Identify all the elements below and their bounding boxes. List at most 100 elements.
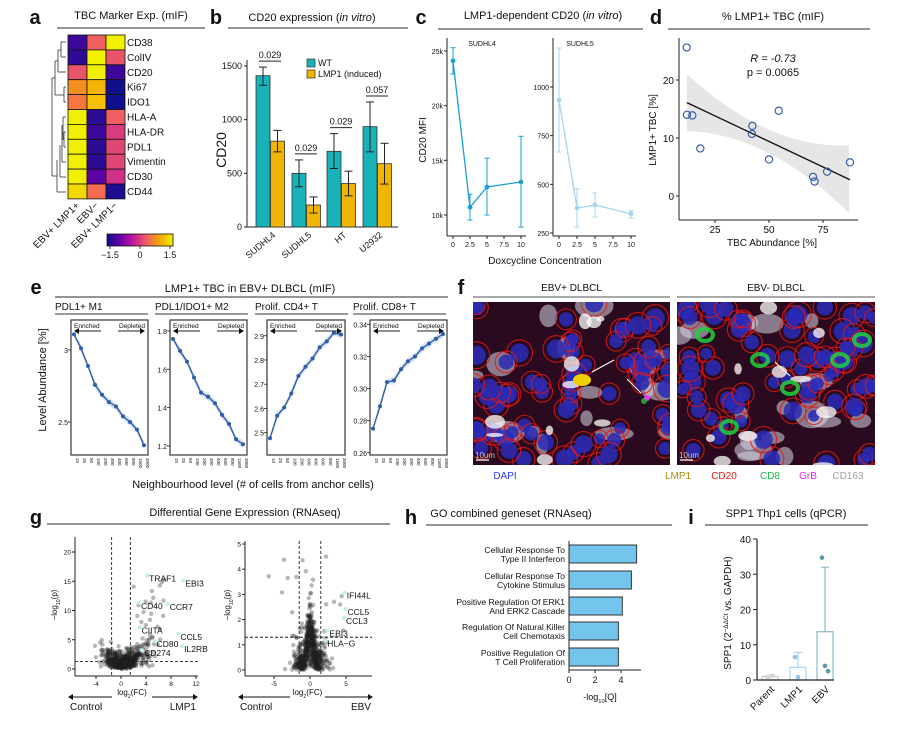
gene-point <box>117 657 123 662</box>
gene-point <box>135 652 140 657</box>
gene-point <box>310 644 315 650</box>
gene-point <box>125 656 131 661</box>
gene-point <box>300 658 306 663</box>
gene-point <box>139 663 144 668</box>
gene-point <box>301 660 306 666</box>
plot-frame <box>266 319 346 456</box>
gene-point <box>136 650 142 656</box>
gene-point <box>308 604 314 609</box>
gene-point <box>149 635 155 640</box>
gene-point <box>310 637 315 642</box>
legend-label: WT <box>318 58 332 68</box>
data-point <box>86 363 90 368</box>
gene-point <box>305 645 311 650</box>
gene-point <box>304 639 309 644</box>
gene-point <box>130 655 135 660</box>
gene-point <box>130 652 136 657</box>
cd163-signal <box>576 386 603 399</box>
gene-point <box>107 649 112 654</box>
label-part: ) <box>619 10 623 22</box>
gene-point <box>311 630 316 636</box>
gene-point <box>113 657 119 662</box>
gene-point <box>310 658 315 664</box>
y-axis-label: CD20 <box>213 132 229 168</box>
gene-point <box>298 666 304 671</box>
gene-point <box>128 654 134 659</box>
gene-label: IL2RB <box>184 644 208 654</box>
gene-point <box>104 647 110 653</box>
gene-point <box>122 656 127 661</box>
gene-point <box>308 645 314 651</box>
x-axis-label: Doxcycline Concentration <box>488 256 601 267</box>
gene-point <box>308 626 314 632</box>
heatmap-cell <box>67 79 88 95</box>
dapi-nucleus <box>498 354 514 370</box>
gene-point <box>309 636 315 642</box>
gene-point <box>304 662 310 667</box>
gene-point <box>310 651 316 657</box>
gene-point <box>144 652 149 657</box>
gene-point <box>123 663 128 668</box>
dapi-nucleus <box>737 313 750 325</box>
cd20-membrane <box>700 408 722 430</box>
panel-title: CD20 expression (in vitro) <box>248 12 375 24</box>
x-tick-label: 300 <box>110 458 115 466</box>
gene-point <box>310 652 315 658</box>
gene-point <box>296 656 301 661</box>
gene-point <box>303 641 309 646</box>
gene-point <box>125 661 131 667</box>
gene-point <box>314 662 319 667</box>
gene-point <box>307 632 312 637</box>
gene-point <box>312 663 317 669</box>
heatmap-cell <box>67 94 88 110</box>
data-point <box>107 400 111 405</box>
y-tick-label: 15k <box>432 158 444 165</box>
gene-point <box>306 652 312 658</box>
highlighted-gene-point <box>140 648 145 653</box>
gene-point <box>310 642 315 648</box>
data-point <box>220 412 224 417</box>
gene-point <box>136 652 142 658</box>
gene-point <box>102 657 108 662</box>
gene-point <box>304 641 309 646</box>
heatmap-cell <box>105 34 126 51</box>
channel-legend-label: CD8 <box>760 471 780 482</box>
gene-point <box>135 641 140 647</box>
gene-point <box>299 621 304 626</box>
gene-point <box>123 664 128 670</box>
cd20-membrane <box>542 335 571 363</box>
gene-point <box>314 665 319 671</box>
dapi-nucleus <box>842 307 861 326</box>
gene-point <box>323 554 329 559</box>
gene-point <box>305 639 310 644</box>
gene-point <box>307 640 312 645</box>
panel-c-line-charts: LMP1-dependent CD20 (in vitro)SUDHL410k1… <box>418 10 643 267</box>
gene-point <box>115 659 121 665</box>
gene-point <box>128 659 133 665</box>
gene-point <box>313 662 319 667</box>
enriched-label: Enriched <box>270 323 296 330</box>
dapi-nucleus <box>655 407 670 422</box>
gene-point <box>304 658 310 663</box>
gene-point <box>315 661 320 666</box>
data-point <box>688 111 697 120</box>
dapi-nucleus <box>783 321 801 339</box>
legend-swatch <box>306 58 316 68</box>
data-point <box>282 405 287 410</box>
gene-point <box>308 662 313 667</box>
gene-point <box>120 655 125 660</box>
gene-point <box>123 662 128 667</box>
gene-point <box>292 664 297 670</box>
gene-point <box>124 656 129 662</box>
gene-point <box>303 653 308 658</box>
data-point <box>441 331 445 336</box>
gene-point <box>299 661 305 666</box>
gene-point <box>316 658 321 664</box>
x-tick-label: 100 <box>195 458 200 466</box>
gene-point <box>127 663 133 669</box>
gene-point <box>312 651 317 656</box>
gene-point <box>122 662 127 667</box>
gene-point <box>311 640 316 646</box>
heatmap-cell <box>67 138 88 155</box>
